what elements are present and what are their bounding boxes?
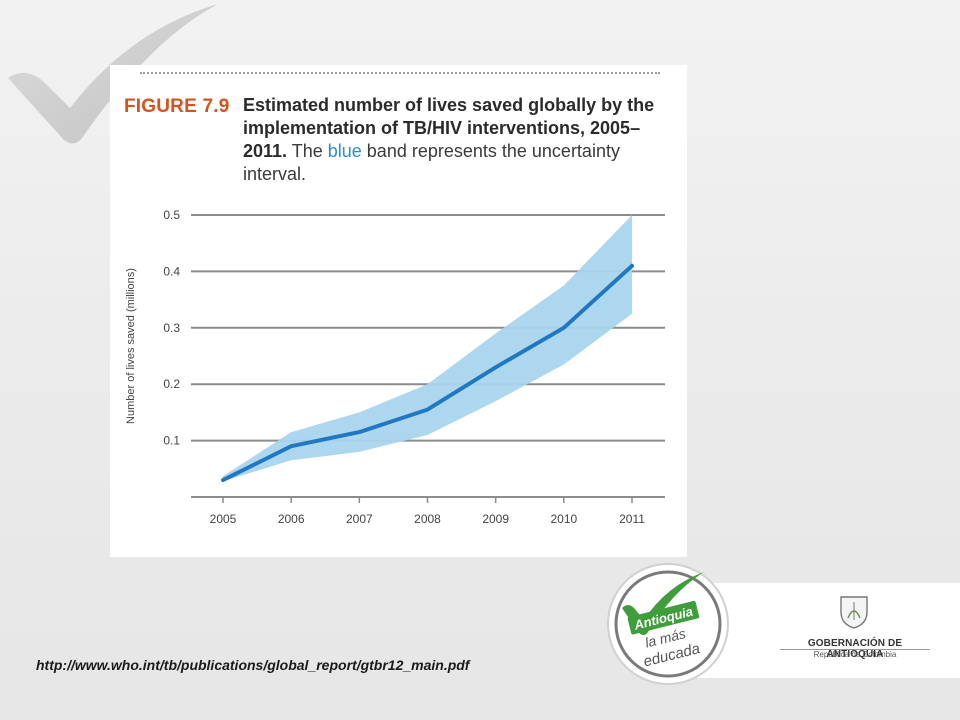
- x-tick-label: 2008: [414, 512, 441, 526]
- caption-bold-text: Estimated number of lives saved globally…: [243, 95, 655, 161]
- x-tick-label: 2010: [550, 512, 577, 526]
- data-point: [562, 326, 566, 330]
- caption-blue-word: blue: [327, 141, 362, 161]
- uncertainty-band: [223, 215, 632, 482]
- dotted-divider: [140, 72, 660, 74]
- y-axis-label: Number of lives saved (millions): [125, 268, 137, 424]
- lives-saved-chart: 0.1 0.2 0.3 0.4 0.5 2005 2006 2007 2008 2009 2010 2…: [125, 208, 665, 526]
- y-tick-label: 0.4: [163, 264, 180, 278]
- antioquia-badge-logo: Antioquia la más educada: [607, 563, 729, 685]
- data-point: [221, 478, 225, 482]
- data-point: [357, 430, 361, 434]
- y-tick-label: 0.5: [163, 208, 180, 222]
- y-tick-label: 0.2: [163, 377, 180, 391]
- data-point: [289, 444, 293, 448]
- data-point: [630, 264, 634, 268]
- x-tick-label: 2007: [346, 512, 373, 526]
- figure-label: FIGURE 7.9: [124, 96, 230, 117]
- government-subtitle: República de Colombia: [813, 650, 897, 659]
- government-name: GOBERNACIÓN DE ANTIOQUIA: [807, 638, 903, 660]
- caption-text-post: band represents the uncertainty interval…: [243, 141, 620, 184]
- x-tick-label: 2006: [278, 512, 305, 526]
- x-tick-label: 2009: [482, 512, 509, 526]
- data-point: [494, 365, 498, 369]
- figure-caption: Estimated number of lives saved globally…: [243, 94, 683, 186]
- y-tick-label: 0.3: [163, 321, 180, 335]
- figure-card: FIGURE 7.9 Estimated number of lives sav…: [110, 65, 687, 557]
- caption-text-pre: The: [287, 141, 328, 161]
- source-url[interactable]: http://www.who.int/tb/publications/globa…: [36, 657, 470, 673]
- y-tick-label: 0.1: [163, 434, 180, 448]
- x-tick-label: 2005: [210, 512, 237, 526]
- government-divider: [780, 649, 930, 650]
- x-tick-label: 2011: [619, 512, 645, 526]
- coat-of-arms-icon: [840, 596, 868, 629]
- data-point: [426, 408, 429, 412]
